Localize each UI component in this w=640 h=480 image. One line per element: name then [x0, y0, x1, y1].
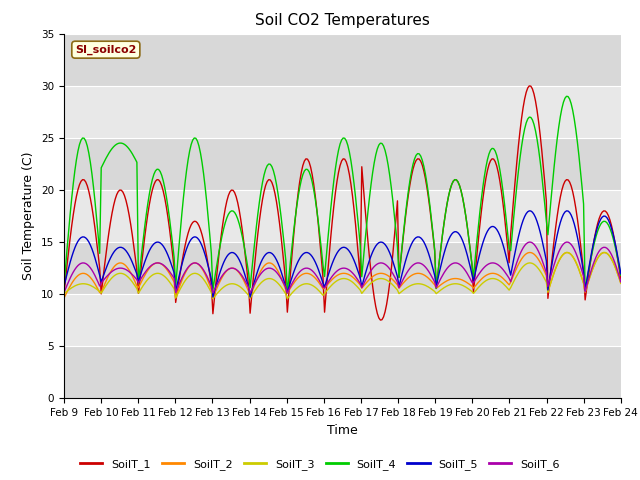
- SoilT_4: [254, 211, 262, 216]
- SoilT_1: [303, 156, 311, 162]
- Bar: [64, 294, 621, 346]
- SoilT_3: [209, 296, 217, 301]
- SoilT_1: [129, 232, 136, 238]
- Bar: [64, 190, 621, 242]
- SoilT_5: [525, 208, 533, 214]
- Text: SI_soilco2: SI_soilco2: [75, 45, 136, 55]
- SoilT_6: [228, 265, 236, 271]
- SoilT_6: [209, 290, 217, 296]
- SoilT_6: [589, 263, 596, 268]
- SoilT_2: [244, 288, 252, 294]
- SoilT_6: [255, 273, 263, 278]
- SoilT_1: [589, 244, 596, 250]
- SoilT_1: [226, 189, 234, 195]
- Bar: [64, 138, 621, 190]
- SoilT_5: [305, 251, 313, 256]
- SoilT_5: [617, 271, 625, 276]
- SoilT_5: [209, 294, 217, 300]
- SoilT_2: [588, 270, 595, 276]
- Bar: [64, 346, 621, 398]
- Title: Soil CO2 Temperatures: Soil CO2 Temperatures: [255, 13, 430, 28]
- SoilT_1: [617, 277, 625, 283]
- SoilT_6: [60, 290, 68, 296]
- Legend: SoilT_1, SoilT_2, SoilT_3, SoilT_4, SoilT_5, SoilT_6: SoilT_1, SoilT_2, SoilT_3, SoilT_4, Soil…: [76, 455, 564, 474]
- SoilT_2: [60, 295, 68, 301]
- SoilT_4: [563, 94, 570, 99]
- SoilT_3: [617, 280, 625, 286]
- SoilT_4: [244, 270, 252, 276]
- Line: SoilT_5: SoilT_5: [64, 211, 621, 297]
- Line: SoilT_1: SoilT_1: [64, 86, 621, 320]
- SoilT_1: [376, 317, 384, 323]
- SoilT_2: [226, 265, 234, 271]
- SoilT_3: [228, 281, 236, 287]
- SoilT_6: [246, 290, 254, 296]
- SoilT_4: [60, 284, 68, 289]
- Line: SoilT_2: SoilT_2: [64, 252, 621, 298]
- SoilT_1: [254, 230, 262, 236]
- SoilT_4: [589, 246, 596, 252]
- SoilT_5: [129, 259, 136, 265]
- Bar: [64, 34, 621, 86]
- SoilT_4: [305, 169, 313, 175]
- SoilT_6: [129, 272, 136, 277]
- SoilT_4: [617, 272, 625, 278]
- SoilT_5: [589, 243, 596, 249]
- SoilT_4: [284, 290, 291, 296]
- SoilT_2: [525, 250, 533, 255]
- SoilT_6: [305, 266, 313, 272]
- X-axis label: Time: Time: [327, 424, 358, 437]
- SoilT_3: [129, 279, 136, 285]
- Bar: [64, 242, 621, 294]
- SoilT_4: [226, 209, 234, 215]
- Y-axis label: Soil Temperature (C): Soil Temperature (C): [22, 152, 35, 280]
- SoilT_5: [255, 263, 263, 269]
- SoilT_5: [60, 284, 68, 289]
- SoilT_2: [617, 280, 625, 286]
- SoilT_2: [303, 271, 311, 276]
- SoilT_4: [129, 151, 136, 156]
- SoilT_3: [255, 282, 263, 288]
- SoilT_1: [60, 290, 68, 296]
- SoilT_6: [617, 279, 625, 285]
- SoilT_3: [246, 296, 254, 301]
- Line: SoilT_4: SoilT_4: [64, 96, 621, 293]
- Line: SoilT_6: SoilT_6: [64, 242, 621, 293]
- SoilT_2: [129, 273, 136, 278]
- SoilT_3: [60, 291, 68, 297]
- SoilT_3: [563, 250, 570, 255]
- SoilT_3: [589, 265, 596, 271]
- SoilT_5: [246, 294, 254, 300]
- SoilT_1: [525, 83, 533, 89]
- Bar: [64, 86, 621, 138]
- SoilT_6: [525, 239, 533, 245]
- SoilT_2: [254, 274, 262, 280]
- SoilT_5: [228, 250, 236, 255]
- Line: SoilT_3: SoilT_3: [64, 252, 621, 299]
- SoilT_1: [244, 283, 252, 289]
- SoilT_3: [305, 281, 313, 287]
